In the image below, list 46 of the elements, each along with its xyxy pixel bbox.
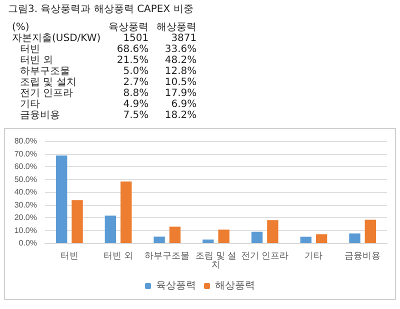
x-tick-label: 금융비용: [344, 250, 381, 260]
x-tick-label: 기타: [304, 250, 323, 260]
y-tick-label: 10.0%: [14, 226, 37, 235]
y-tick-label: 70.0%: [14, 149, 37, 158]
y-tick-label: 40.0%: [14, 188, 37, 196]
legend-label: 육상풍력: [156, 280, 196, 292]
x-tick-label: 터빈: [60, 250, 78, 260]
text: 48.2%: [164, 55, 198, 66]
text: 해상풍력: [156, 22, 197, 33]
text: 10.5%: [164, 77, 198, 88]
text: 3871: [170, 33, 198, 44]
text: 68.6%: [116, 44, 150, 55]
category-label: 터빈 외: [20, 55, 54, 66]
y-tick-label: 50.0%: [14, 174, 37, 184]
category-label: 터빈: [20, 44, 40, 55]
legend-label: 해상풍력: [215, 280, 255, 292]
chart-title: 그림3. 육상풍력과 해상풍력 CAPEX 비중: [8, 3, 194, 16]
x-tick-label: 조립 및 설 치: [195, 250, 237, 270]
text: 4.9%: [122, 99, 150, 110]
x-tick-label: 터빈 외: [104, 250, 134, 260]
text: 5.0%: [122, 66, 150, 77]
x-tick-label: 하부구조물: [144, 250, 190, 260]
text: 6.9%: [170, 99, 198, 110]
text: 18.2%: [164, 110, 198, 121]
text: 8.8%: [122, 88, 150, 99]
text: 육상풍력: [108, 22, 149, 33]
category-label: 하부구조물: [20, 66, 70, 77]
text: 7.5%: [122, 110, 150, 121]
y-tick-label: 0.0%: [18, 238, 37, 248]
y-tick-label: 30.0%: [14, 200, 37, 210]
text: 2.7%: [122, 77, 150, 88]
category-label: 조립 및 설치: [20, 77, 76, 88]
category-label: 금융비용: [20, 110, 60, 121]
category-label: 기타: [20, 99, 40, 110]
y-tick-label: 20.0%: [14, 213, 37, 222]
text: 12.8%: [164, 66, 198, 77]
category-label: 전기 인프라: [20, 88, 74, 99]
text: 21.5%: [116, 55, 150, 66]
x-tick-label: 전기 인프라: [241, 250, 289, 260]
text: 33.6%: [164, 44, 198, 55]
y-tick-label: 80.0%: [14, 136, 37, 146]
text: (%): [11, 22, 30, 33]
text: 자본지출(USD/KW): [11, 33, 102, 44]
text: 1501: [122, 33, 150, 44]
y-tick-label: 60.0%: [14, 162, 37, 171]
text: 17.9%: [164, 88, 198, 99]
